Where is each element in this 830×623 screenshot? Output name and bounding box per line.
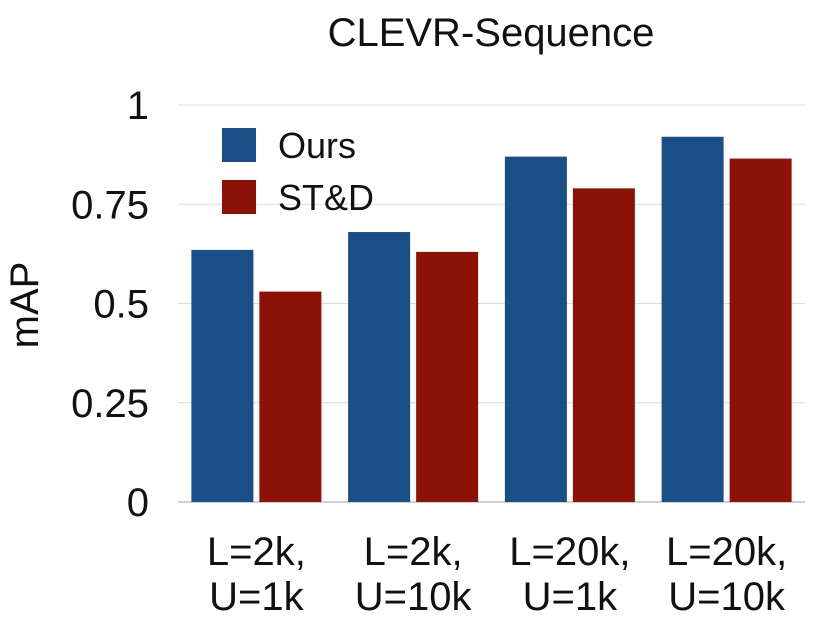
- bar-ours-4: [661, 136, 724, 502]
- y-tick-label: 0.5: [93, 283, 149, 327]
- x-tick-label: U=10k: [355, 575, 473, 619]
- bar-ours-1: [191, 249, 254, 502]
- y-tick-label: 1: [127, 84, 149, 128]
- bar-ours-3: [504, 156, 567, 503]
- bar-st-d-2: [416, 251, 479, 502]
- bar-st-d-1: [259, 291, 322, 502]
- x-tick-label: L=2k,: [207, 530, 306, 574]
- x-tick-label: L=20k,: [666, 530, 787, 574]
- legend: Ours ST&D: [222, 125, 374, 218]
- bar-st-d-4: [729, 158, 792, 502]
- y-tick-label: 0.75: [71, 183, 149, 227]
- y-tick-label: 0: [127, 481, 149, 525]
- y-axis-ticks: 0 0.25 0.5 0.75 1: [71, 84, 149, 525]
- x-tick-label: U=1k: [209, 575, 304, 619]
- x-tick-label: L=2k,: [364, 530, 463, 574]
- chart-title: CLEVR-Sequence: [328, 11, 655, 55]
- x-tick-label: U=10k: [668, 575, 786, 619]
- x-tick-label: L=20k,: [509, 530, 630, 574]
- bar-ours-2: [348, 232, 411, 503]
- legend-swatch: [222, 128, 256, 162]
- bars: [191, 136, 792, 503]
- y-axis-label: mAP: [3, 262, 47, 349]
- legend-label: ST&D: [278, 177, 374, 218]
- x-tick-label: U=1k: [523, 575, 618, 619]
- legend-label: Ours: [278, 125, 356, 166]
- y-tick-label: 0.25: [71, 382, 149, 426]
- legend-swatch: [222, 180, 256, 214]
- bar-st-d-3: [572, 188, 635, 502]
